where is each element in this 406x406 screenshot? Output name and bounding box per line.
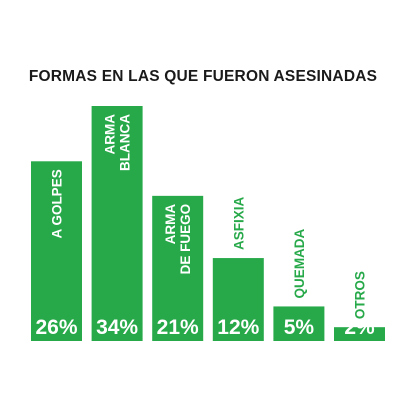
category-label-2: ARMADE FUEGO: [163, 204, 193, 275]
category-label-0: A GOLPES: [50, 169, 65, 238]
bar-4: [273, 306, 325, 341]
value-label-3: 12%: [217, 316, 259, 339]
category-label-line: BLANCA: [118, 114, 133, 171]
bar-3: [212, 258, 264, 341]
bar-2: [152, 195, 204, 341]
category-label-line: QUEMADA: [292, 228, 307, 298]
category-label-line: ASFIXIA: [231, 197, 246, 251]
category-label-3: ASFIXIA: [231, 197, 246, 251]
category-label-line: ARMA: [163, 204, 178, 245]
category-label-1: ARMABLANCA: [103, 114, 133, 171]
category-label-line: DE FUEGO: [178, 204, 193, 275]
chart-title: FORMAS EN LAS QUE FUERON ASESINADAS: [29, 68, 377, 85]
value-label-5: 2%: [344, 316, 375, 339]
bar-5: [334, 327, 385, 341]
category-label-line: A GOLPES: [50, 169, 65, 238]
category-label-line: ARMA: [103, 114, 118, 155]
value-label-4: 5%: [284, 316, 315, 339]
category-label-5: OTROS: [353, 271, 368, 319]
bar-1: [91, 106, 143, 341]
value-label-0: 26%: [35, 316, 77, 339]
category-label-4: QUEMADA: [292, 228, 307, 298]
value-label-2: 21%: [157, 316, 199, 339]
category-label-line: OTROS: [353, 271, 368, 319]
bar-0: [31, 161, 82, 341]
value-label-1: 34%: [96, 316, 138, 339]
